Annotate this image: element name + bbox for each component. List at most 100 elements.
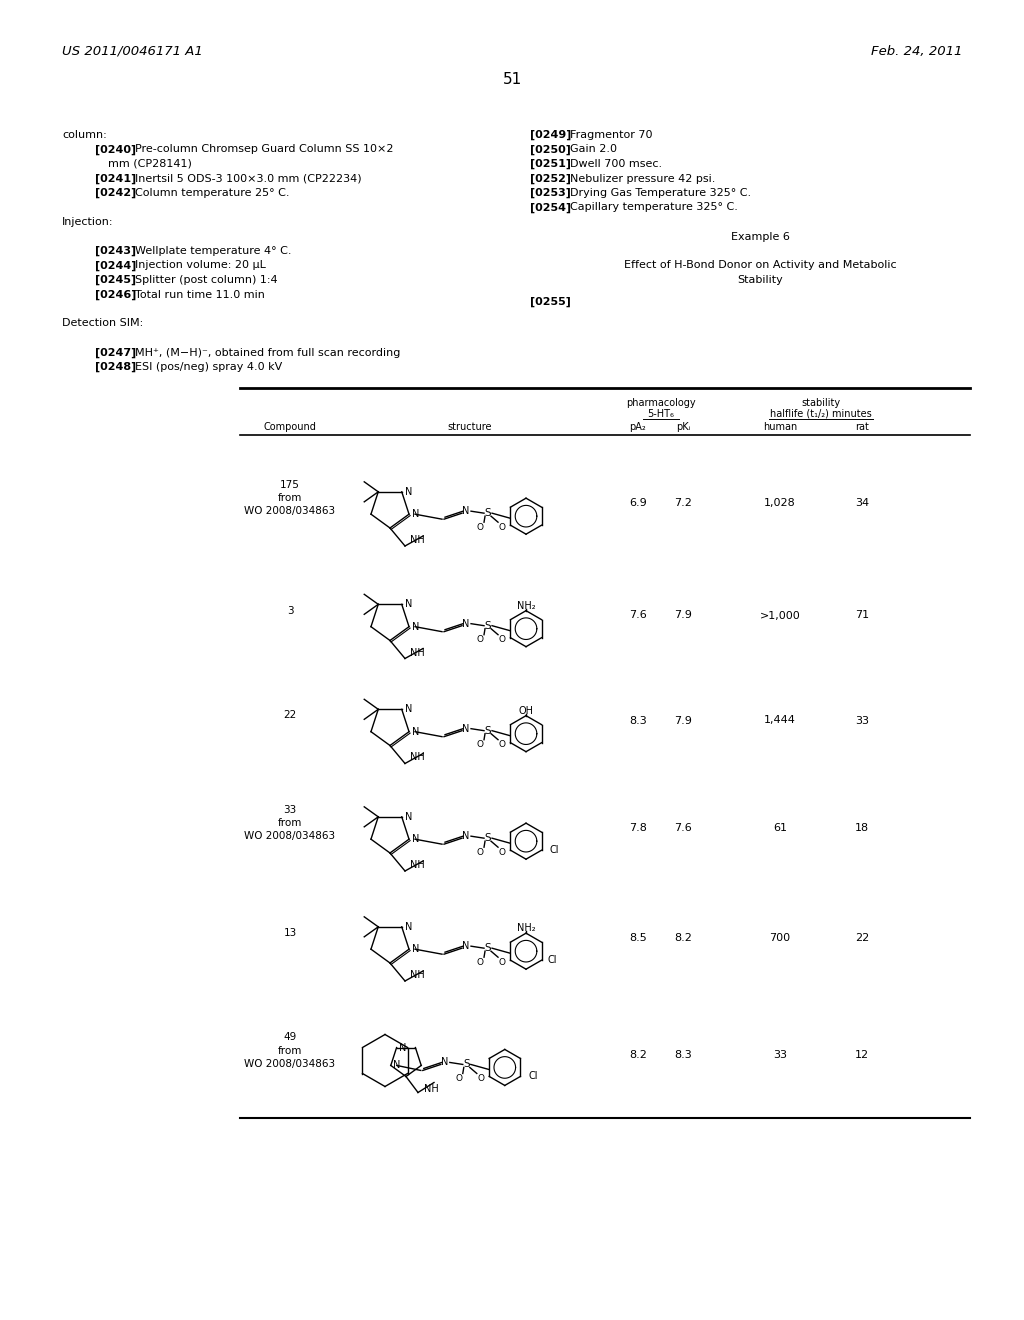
Text: 6.9: 6.9 [629, 498, 647, 508]
Text: WO 2008/034863: WO 2008/034863 [245, 506, 336, 516]
Text: S: S [484, 508, 492, 519]
Text: Feb. 24, 2011: Feb. 24, 2011 [870, 45, 962, 58]
Text: OH: OH [518, 706, 534, 715]
Text: Inertsil 5 ODS-3 100×3.0 mm (CP22234): Inertsil 5 ODS-3 100×3.0 mm (CP22234) [135, 173, 361, 183]
Text: Splitter (post column) 1:4: Splitter (post column) 1:4 [135, 275, 278, 285]
Text: from: from [278, 1045, 302, 1056]
Text: N: N [462, 941, 470, 952]
Text: Cl: Cl [528, 1072, 538, 1081]
Text: S: S [484, 944, 492, 953]
Text: Nebulizer pressure 42 psi.: Nebulizer pressure 42 psi. [570, 173, 716, 183]
Text: N: N [412, 834, 420, 845]
Text: pharmacology: pharmacology [626, 399, 695, 408]
Text: human: human [763, 422, 797, 432]
Text: O: O [476, 523, 483, 532]
Text: 13: 13 [284, 928, 297, 939]
Text: 175: 175 [280, 480, 300, 490]
Text: 7.9: 7.9 [674, 715, 692, 726]
Text: N: N [404, 487, 412, 496]
Text: [0249]: [0249] [530, 129, 571, 140]
Text: [0254]: [0254] [530, 202, 571, 213]
Text: mm (CP28141): mm (CP28141) [108, 158, 191, 169]
Text: O: O [476, 958, 483, 966]
Text: 5-HT₆: 5-HT₆ [647, 409, 674, 418]
Text: halflife (t₁/₂) minutes: halflife (t₁/₂) minutes [770, 409, 871, 418]
Text: [0240]: [0240] [95, 144, 136, 154]
Text: [0247]: [0247] [95, 347, 136, 358]
Text: NH: NH [410, 970, 425, 979]
Text: O: O [499, 635, 506, 644]
Text: [0246]: [0246] [95, 289, 136, 300]
Text: 7.6: 7.6 [674, 822, 692, 833]
Text: NH₂: NH₂ [517, 601, 536, 611]
Text: MH⁺, (M−H)⁻, obtained from full scan recording: MH⁺, (M−H)⁻, obtained from full scan rec… [135, 347, 400, 358]
Text: pKᵢ: pKᵢ [676, 422, 690, 432]
Text: N: N [404, 921, 412, 932]
Text: Example 6: Example 6 [730, 231, 790, 242]
Text: Detection SIM:: Detection SIM: [62, 318, 143, 329]
Text: O: O [476, 635, 483, 644]
Text: N: N [404, 812, 412, 822]
Text: 22: 22 [284, 710, 297, 721]
Text: NH: NH [410, 861, 425, 870]
Text: [0242]: [0242] [95, 187, 136, 198]
Text: O: O [499, 523, 506, 532]
Text: Drying Gas Temperature 325° C.: Drying Gas Temperature 325° C. [570, 187, 752, 198]
Text: [0245]: [0245] [95, 275, 136, 285]
Text: [0255]: [0255] [530, 297, 570, 308]
Text: 34: 34 [855, 498, 869, 508]
Text: NH: NH [410, 535, 425, 545]
Text: [0250]: [0250] [530, 144, 570, 154]
Text: NH: NH [424, 1084, 438, 1093]
Text: N: N [404, 705, 412, 714]
Text: NH: NH [410, 648, 425, 657]
Text: N: N [412, 622, 420, 632]
Text: 49: 49 [284, 1032, 297, 1043]
Text: 3: 3 [287, 606, 293, 615]
Text: O: O [499, 958, 506, 966]
Text: N: N [412, 944, 420, 954]
Text: WO 2008/034863: WO 2008/034863 [245, 1059, 336, 1068]
Text: structure: structure [447, 422, 493, 432]
Text: 7.8: 7.8 [629, 822, 647, 833]
Text: 33: 33 [855, 715, 869, 726]
Text: 22: 22 [855, 933, 869, 942]
Text: S: S [484, 833, 492, 843]
Text: O: O [476, 741, 483, 750]
Text: Fragmentor 70: Fragmentor 70 [570, 129, 652, 140]
Text: from: from [278, 492, 302, 503]
Text: N: N [462, 723, 470, 734]
Text: N: N [393, 1060, 400, 1071]
Text: [0252]: [0252] [530, 173, 571, 183]
Text: Capillary temperature 325° C.: Capillary temperature 325° C. [570, 202, 738, 213]
Text: Pre-column Chromsep Guard Column SS 10×2: Pre-column Chromsep Guard Column SS 10×2 [135, 144, 393, 154]
Text: O: O [477, 1074, 484, 1082]
Text: Stability: Stability [737, 275, 783, 285]
Text: Injection volume: 20 μL: Injection volume: 20 μL [135, 260, 266, 271]
Text: 7.9: 7.9 [674, 610, 692, 620]
Text: >1,000: >1,000 [760, 610, 801, 620]
Text: rat: rat [855, 422, 869, 432]
Text: [0251]: [0251] [530, 158, 571, 169]
Text: N: N [462, 832, 470, 841]
Text: S: S [484, 620, 492, 631]
Text: 700: 700 [769, 933, 791, 942]
Text: 71: 71 [855, 610, 869, 620]
Text: N: N [398, 1043, 406, 1052]
Text: 7.6: 7.6 [629, 610, 647, 620]
Text: [0241]: [0241] [95, 173, 136, 183]
Text: O: O [499, 741, 506, 750]
Text: Total run time 11.0 min: Total run time 11.0 min [135, 289, 265, 300]
Text: Effect of H-Bond Donor on Activity and Metabolic: Effect of H-Bond Donor on Activity and M… [624, 260, 896, 271]
Text: N: N [441, 1057, 449, 1068]
Text: Column temperature 25° C.: Column temperature 25° C. [135, 187, 290, 198]
Text: 8.2: 8.2 [629, 1051, 647, 1060]
Text: Wellplate temperature 4° C.: Wellplate temperature 4° C. [135, 246, 292, 256]
Text: N: N [462, 506, 470, 516]
Text: [0244]: [0244] [95, 260, 136, 271]
Text: stability: stability [802, 399, 841, 408]
Text: [0253]: [0253] [530, 187, 570, 198]
Text: O: O [476, 847, 483, 857]
Text: from: from [278, 818, 302, 828]
Text: column:: column: [62, 129, 106, 140]
